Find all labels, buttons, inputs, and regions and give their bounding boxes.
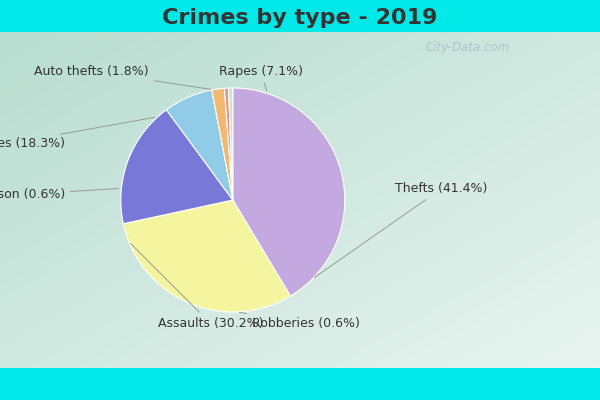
Wedge shape <box>124 200 290 312</box>
Wedge shape <box>212 88 233 200</box>
Text: Robberies (0.6%): Robberies (0.6%) <box>239 312 359 330</box>
Wedge shape <box>121 110 233 224</box>
Text: Auto thefts (1.8%): Auto thefts (1.8%) <box>34 65 211 89</box>
Wedge shape <box>229 88 233 200</box>
Text: Rapes (7.1%): Rapes (7.1%) <box>219 65 303 91</box>
Wedge shape <box>224 88 233 200</box>
Wedge shape <box>166 90 233 200</box>
Text: City-Data.com: City-Data.com <box>426 42 510 54</box>
Text: Burglaries (18.3%): Burglaries (18.3%) <box>0 117 155 150</box>
Wedge shape <box>233 88 345 296</box>
Text: Arson (0.6%): Arson (0.6%) <box>0 188 119 201</box>
Text: Crimes by type - 2019: Crimes by type - 2019 <box>163 8 437 28</box>
Text: Assaults (30.2%): Assaults (30.2%) <box>131 244 263 330</box>
Text: Thefts (41.4%): Thefts (41.4%) <box>314 182 488 278</box>
